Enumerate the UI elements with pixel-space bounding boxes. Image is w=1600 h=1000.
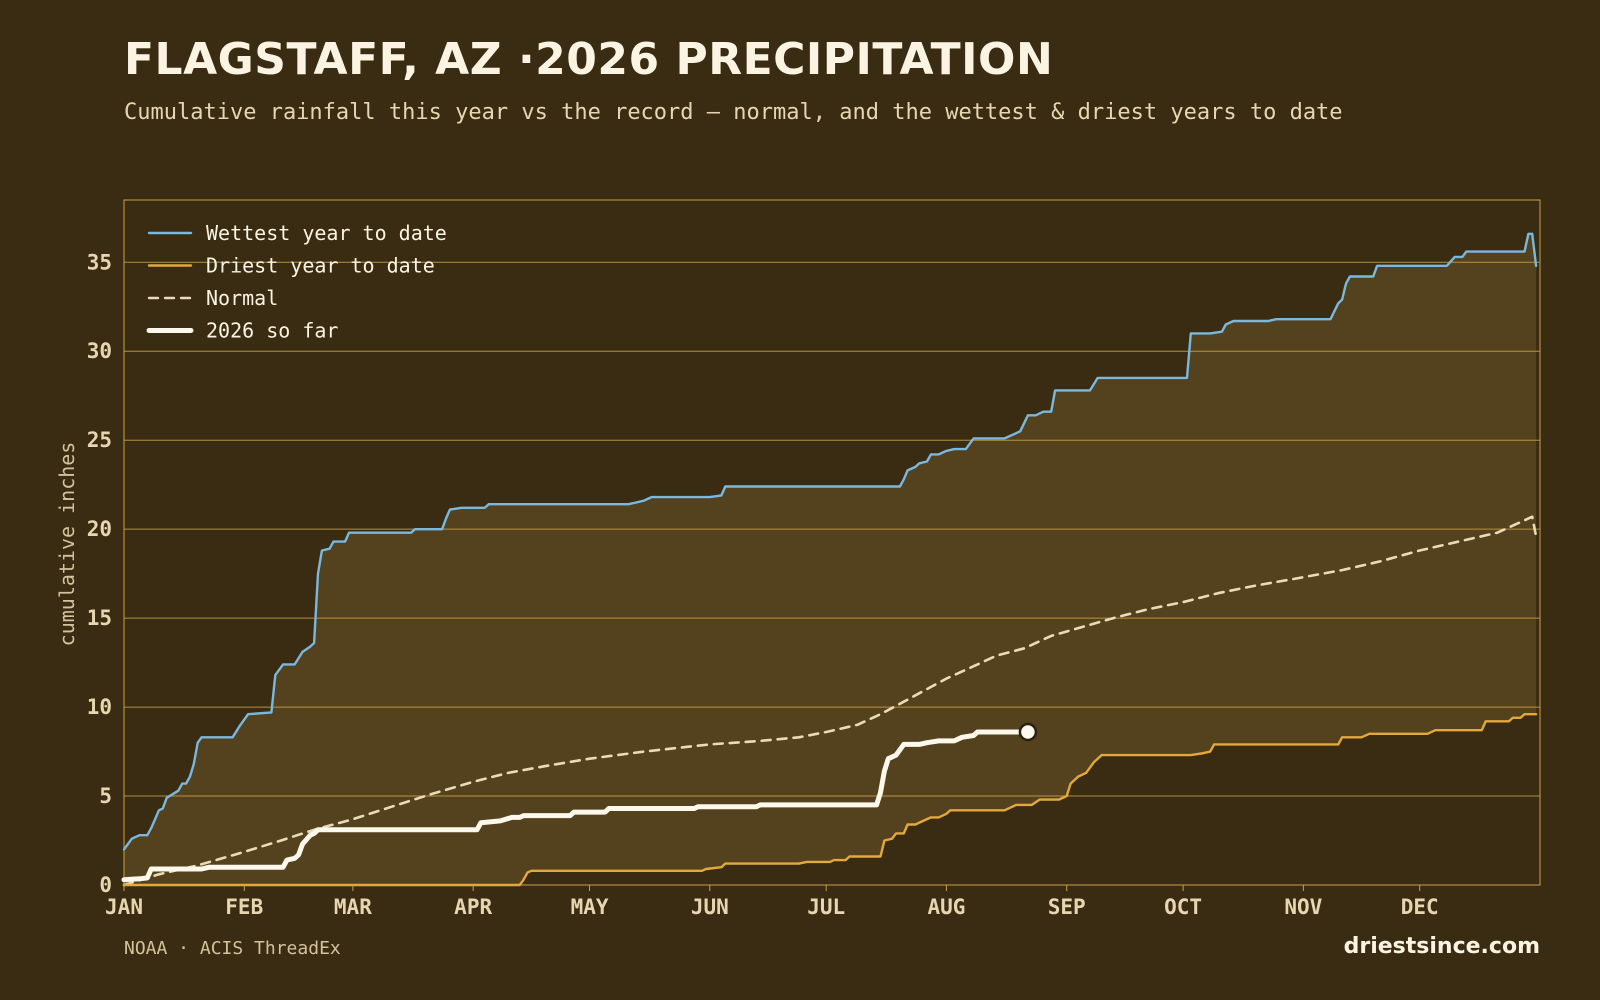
x-tick-label-mar: MAR xyxy=(334,895,372,919)
series-line-normal xyxy=(122,515,1538,887)
x-tick-label-nov: NOV xyxy=(1284,895,1322,919)
x-tick-label-dec: DEC xyxy=(1401,895,1439,919)
y-axis-label: cumulative inches xyxy=(55,442,79,647)
axis-layer: 0 5 10 15 20 25 30 35 JAN FEB MAR APR MAY JUN JUL AUG SE… xyxy=(87,250,1439,919)
x-tick-label-jan: JAN xyxy=(105,895,143,919)
legend-label: Normal xyxy=(206,286,278,310)
x-tick-label-may: MAY xyxy=(571,895,609,919)
y-tick-label: 5 xyxy=(99,784,112,808)
x-tick-label-jun: JUN xyxy=(691,895,729,919)
range-band xyxy=(124,233,1537,886)
wettest-driest-band-layer xyxy=(124,233,1537,886)
series-line-driest-year-to-date xyxy=(122,713,1538,887)
y-tick-label: 15 xyxy=(87,606,112,630)
series-line-2026-so-far xyxy=(121,729,1031,883)
x-tick-label-oct: OCT xyxy=(1164,895,1202,919)
y-tick-label: 10 xyxy=(87,695,112,719)
chart-subtitle: Cumulative rainfall this year vs the rec… xyxy=(124,100,1343,125)
plot-frame xyxy=(123,199,1541,886)
legend: Wettest year to date Driest year to date N… xyxy=(146,221,447,343)
legend-label: Driest year to date xyxy=(206,254,435,278)
site-link[interactable]: driestsince.com xyxy=(1343,934,1540,959)
current-value-marker xyxy=(1018,722,1038,742)
y-tick-label: 25 xyxy=(87,428,112,452)
y-tick-label: 30 xyxy=(87,339,112,363)
x-tick-label-jul: JUL xyxy=(807,895,845,919)
source-credit: NOAA · ACIS ThreadEx xyxy=(124,938,341,959)
series-line-wettest-year-to-date xyxy=(122,232,1538,851)
x-tick-label-aug: AUG xyxy=(927,895,965,919)
gridline-layer xyxy=(123,199,1541,886)
y-tick-label: 0 xyxy=(99,873,112,897)
chart-title: FLAGSTAFF, AZ ·2026 PRECIPITATION xyxy=(124,34,1054,85)
series-layer xyxy=(121,232,1538,887)
legend-label: Wettest year to date xyxy=(206,221,447,245)
legend-label: 2026 so far xyxy=(206,319,338,343)
y-tick-label: 35 xyxy=(87,250,112,274)
y-tick-label: 20 xyxy=(87,517,112,541)
x-tick-label-apr: APR xyxy=(454,895,492,919)
x-tick-label-sep: SEP xyxy=(1048,895,1086,919)
x-tick-label-feb: FEB xyxy=(225,895,263,919)
